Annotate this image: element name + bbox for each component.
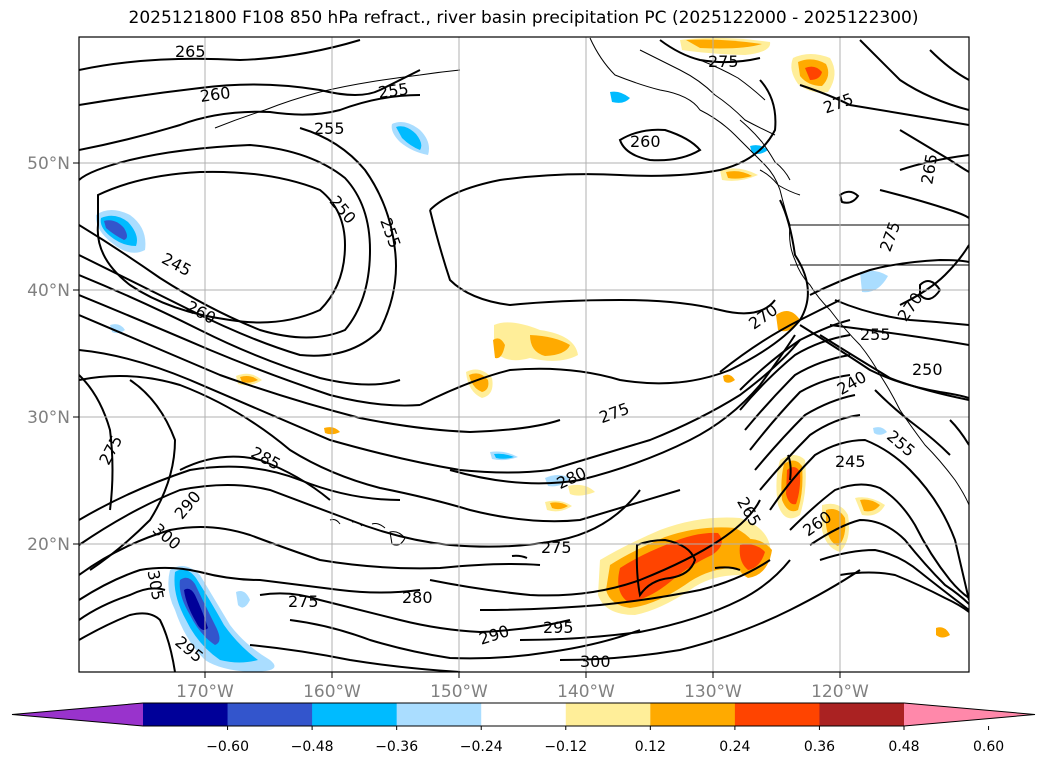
contour-label: 245 [835, 452, 866, 471]
colorbar-label: −0.36 [375, 739, 418, 755]
colorbar-segment [734, 703, 820, 726]
lat-label: 40°N [27, 281, 70, 301]
colorbar-label: −0.24 [460, 739, 503, 755]
lon-axis: 170°W 160°W 150°W 140°W 130°W 120°W [176, 672, 869, 702]
colorbar-segment [312, 703, 398, 726]
colorbar-extend-low [12, 703, 143, 726]
colorbar-segment [481, 703, 567, 726]
contour-label: 255 [860, 325, 891, 344]
colorbar-label: 0.12 [635, 739, 666, 755]
colorbar-segment [565, 703, 651, 726]
contour-label: 260 [630, 132, 661, 151]
contour-label: 275 [541, 538, 572, 557]
lon-label: 160°W [303, 682, 361, 702]
lat-axis: 50°N 40°N 30°N 20°N [27, 154, 79, 555]
colorbar-label: 0.36 [804, 739, 835, 755]
colorbar-segment [227, 703, 313, 726]
colorbar-label: −0.48 [291, 739, 334, 755]
colorbar: −0.60 −0.48 −0.36 −0.24 −0.12 0.12 0.24 0.36 0.4… [11, 702, 1036, 755]
map-title: 2025121800 F108 850 hPa refract., river … [128, 8, 919, 28]
lat-label: 30°N [27, 408, 70, 428]
lat-label: 20°N [27, 535, 70, 555]
contour-label: 295 [543, 618, 574, 637]
colorbar-segment [650, 703, 736, 726]
colorbar-label: 0.24 [719, 739, 750, 755]
map-frame [78, 36, 970, 673]
contour-label: 300 [580, 652, 611, 671]
contour-label: 250 [912, 360, 943, 379]
colorbar-label: 0.60 [973, 739, 1004, 755]
contour-label: 260 [199, 83, 232, 106]
refractivity-contours [79, 39, 969, 672]
contour-label: 275 [708, 52, 739, 71]
colorbar-label: −0.12 [544, 739, 587, 755]
lon-label: 120°W [811, 682, 869, 702]
contour-label: 255 [314, 119, 345, 138]
gridlines [79, 37, 969, 672]
lon-label: 150°W [430, 682, 488, 702]
contour-label: 280 [402, 588, 433, 607]
lon-label: 140°W [557, 682, 615, 702]
contour-label: 255 [377, 79, 410, 102]
colorbar-label: 0.48 [888, 739, 919, 755]
colorbar-outline [11, 702, 1036, 727]
colorbar-segment [396, 703, 482, 726]
colorbar-label: −0.60 [206, 739, 249, 755]
contour-label: 275 [288, 592, 319, 611]
colorbar-segment [819, 703, 905, 726]
lon-label: 170°W [176, 682, 234, 702]
lon-label: 130°W [684, 682, 742, 702]
contour-label: 265 [175, 42, 206, 61]
precip-shading [95, 37, 950, 672]
lat-label: 50°N [27, 154, 70, 174]
colorbar-segment [143, 703, 229, 726]
colorbar-extend-high [904, 703, 1035, 726]
